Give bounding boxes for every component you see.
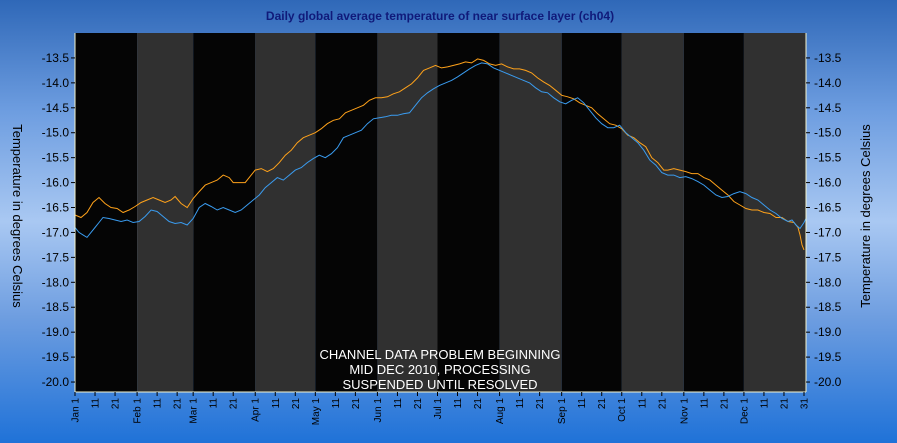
x-tick-label: 21 <box>173 398 184 410</box>
y-axis-left-tick-labels: -13.5 -14.0 -14.5 -15.0 -15.5 -16.0 -16.5 -17.0… <box>42 51 70 389</box>
x-tick-label: Feb 1 <box>133 398 144 424</box>
x-tick-label: 11 <box>153 398 164 409</box>
y-tick-label-left: -20.0 <box>42 375 70 389</box>
series-line-2 <box>74 62 807 239</box>
y-tick-label-left: -19.0 <box>42 325 70 339</box>
month-band-jul <box>437 33 500 392</box>
x-tick-label: 21 <box>291 398 302 410</box>
x-tick-label: 21 <box>111 398 122 410</box>
x-tick-label: 21 <box>351 398 362 410</box>
y-tick-label-left: -19.5 <box>42 350 70 364</box>
y-tick-label-left: -18.5 <box>42 300 70 314</box>
x-tick-label: 11 <box>91 398 102 409</box>
x-tick-label: 11 <box>759 398 770 409</box>
x-tick-label: 21 <box>473 398 484 410</box>
x-tick-label: 21 <box>597 398 608 410</box>
x-tick-label: 11 <box>637 398 648 409</box>
y-axis-left-label: Temperature in degrees Celsius <box>10 124 25 308</box>
note-line-3: SUSPENDED UNTIL RESOLVED <box>342 377 537 392</box>
month-bands <box>75 33 806 392</box>
y-tick-label-right: -19.5 <box>814 350 842 364</box>
month-band-may <box>315 33 378 392</box>
y-axis-right-label: Temperature in degrees Celsius <box>858 124 873 308</box>
x-tick-label: 11 <box>515 398 526 409</box>
y-tick-label-right: -20.0 <box>814 375 842 389</box>
y-tick-label-left: -15.5 <box>42 151 70 165</box>
month-band-sep <box>561 33 622 392</box>
y-axis-right-tick-labels: -13.5 -14.0 -14.5 -15.0 -15.5 -16.0 -16.5 -17.0… <box>814 51 842 389</box>
note-line-2: MID DEC 2010, PROCESSING <box>349 362 530 377</box>
x-tick-label: May 1 <box>311 398 322 426</box>
x-tick-label: Aug 1 <box>495 398 506 425</box>
note-line-1: CHANNEL DATA PROBLEM BEGINNING <box>319 347 560 362</box>
x-tick-label: 21 <box>657 398 668 410</box>
x-tick-label: Oct 1 <box>617 398 628 422</box>
y-tick-label-left: -18.0 <box>42 275 70 289</box>
y-tick-label-right: -18.0 <box>814 275 842 289</box>
y-tick-label-right: -14.5 <box>814 101 842 115</box>
axes <box>71 33 810 396</box>
month-band-nov <box>683 33 744 392</box>
y-tick-label-right: -18.5 <box>814 300 842 314</box>
x-tick-label: 11 <box>271 398 282 409</box>
processing-note: CHANNEL DATA PROBLEM BEGINNING MID DEC 2… <box>319 347 560 392</box>
chart-title: Daily global average temperature of near… <box>266 9 614 23</box>
month-band-aug <box>499 33 562 392</box>
y-tick-label-right: -17.5 <box>814 250 842 264</box>
x-tick-label: Jul 1 <box>433 398 444 420</box>
x-tick-label: Apr 1 <box>251 398 262 422</box>
y-tick-label-right: -17.0 <box>814 225 842 239</box>
y-tick-label-left: -16.0 <box>42 176 70 190</box>
x-tick-label: Jan 1 <box>71 398 82 423</box>
y-tick-label-left: -14.0 <box>42 76 70 90</box>
y-tick-label-right: -16.0 <box>814 176 842 190</box>
x-tick-label: 11 <box>699 398 710 409</box>
y-tick-label-right: -15.0 <box>814 126 842 140</box>
month-band-jan <box>75 33 138 392</box>
x-tick-label: Mar 1 <box>189 398 200 424</box>
series-line-1 <box>74 58 805 251</box>
y-tick-label-left: -17.5 <box>42 250 70 264</box>
y-tick-label-left: -15.0 <box>42 126 70 140</box>
month-band-oct <box>621 33 684 392</box>
y-tick-label-left: -13.5 <box>42 51 70 65</box>
x-tick-label: 21 <box>719 398 730 410</box>
x-tick-label: 11 <box>331 398 342 409</box>
y-tick-label-left: -14.5 <box>42 101 70 115</box>
x-tick-label: 11 <box>209 398 220 409</box>
month-band-feb <box>137 33 194 392</box>
x-tick-label: 11 <box>577 398 588 409</box>
x-tick-label: Dec 1 <box>739 398 750 425</box>
month-band-mar <box>193 33 256 392</box>
x-tick-label: 21 <box>780 398 791 410</box>
x-tick-label: 21 <box>535 398 546 410</box>
y-tick-label-right: -19.0 <box>814 325 842 339</box>
y-tick-label-right: -16.5 <box>814 201 842 215</box>
x-tick-label: Sep 1 <box>557 398 568 425</box>
y-tick-label-left: -17.0 <box>42 225 70 239</box>
x-tick-label: 11 <box>453 398 464 409</box>
x-tick-label: 11 <box>393 398 404 409</box>
y-tick-label-right: -15.5 <box>814 151 842 165</box>
y-tick-label-right: -13.5 <box>814 51 842 65</box>
month-band-apr <box>255 33 316 392</box>
x-tick-label: 31 <box>800 398 811 410</box>
series-lines <box>74 58 807 251</box>
x-tick-label: Nov 1 <box>679 398 690 425</box>
x-tick-label: Jun 1 <box>373 398 384 423</box>
x-axis-tick-labels: Jan 1 11 21 Feb 1 11 21 Mar 1 11 21 Apr 1 11 21 May … <box>71 398 811 426</box>
y-tick-label-left: -16.5 <box>42 201 70 215</box>
x-tick-label: 21 <box>229 398 240 410</box>
x-tick-label: 21 <box>413 398 424 410</box>
y-tick-label-right: -14.0 <box>814 76 842 90</box>
